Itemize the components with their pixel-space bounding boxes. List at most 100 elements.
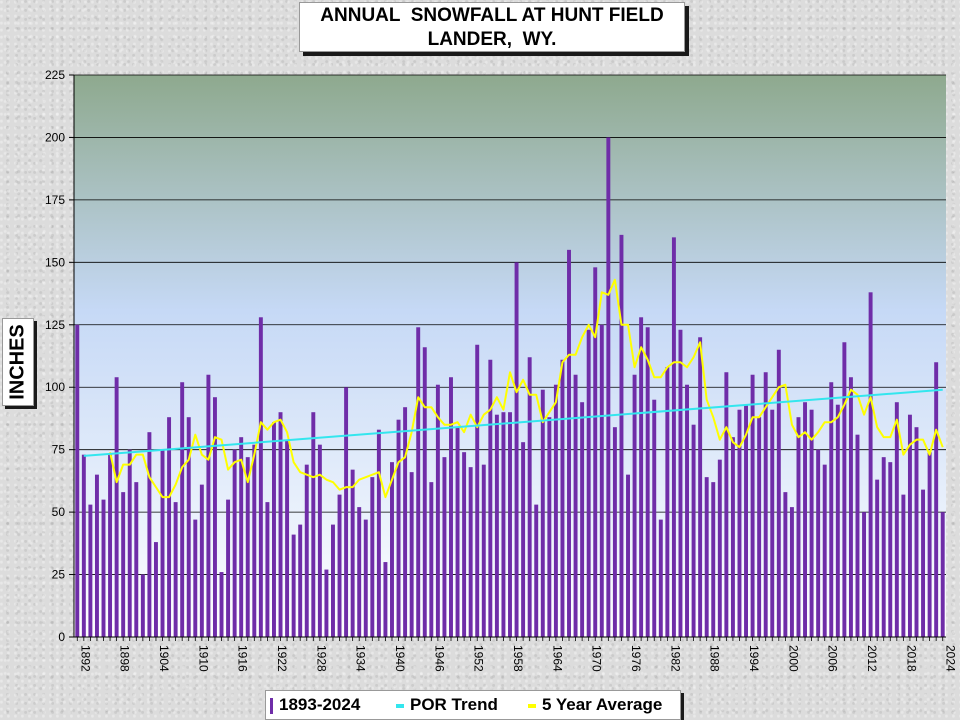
bar (862, 512, 867, 637)
bar (88, 504, 93, 637)
bar (796, 417, 801, 637)
legend-swatch-average (528, 703, 536, 708)
bar (744, 404, 748, 637)
x-tick-label: 1922 (275, 645, 289, 672)
bar (789, 507, 794, 637)
bar (337, 494, 342, 637)
bar (219, 572, 224, 637)
bar (396, 419, 401, 637)
y-axis-label-box: INCHES (2, 318, 34, 406)
bar (730, 437, 735, 637)
y-tick-label: 200 (45, 130, 65, 144)
legend-item-average: 5 Year Average (528, 695, 662, 715)
x-tick-label: 1892 (78, 645, 92, 672)
bar (868, 292, 873, 637)
bar (658, 519, 663, 637)
legend-item-trend: POR Trend (396, 695, 498, 715)
chart-title-box: ANNUAL SNOWFALL AT HUNT FIELD LANDER, WY… (299, 2, 685, 52)
legend-swatch-trend (396, 703, 404, 708)
bar (553, 384, 558, 637)
bar (468, 467, 473, 637)
bar (855, 434, 860, 637)
bar (783, 492, 788, 637)
chart-subtitle: LANDER, WY. (427, 29, 557, 50)
bar (927, 452, 932, 637)
bar (153, 542, 158, 637)
x-tick-labels: 1892 1898 1904 1910 1916 1922 1928 1934 1940 1946… (76, 637, 958, 672)
bar (809, 409, 814, 637)
bar (508, 412, 512, 637)
bar (180, 382, 185, 637)
bar (888, 462, 893, 637)
y-tick-label: 100 (45, 380, 65, 394)
x-tick-label: 1940 (393, 645, 407, 672)
bar (298, 524, 303, 637)
bar (704, 477, 709, 637)
bar (311, 412, 316, 637)
bar (429, 482, 434, 637)
bar (619, 234, 624, 637)
x-tick-label: 1910 (196, 645, 210, 672)
bar (685, 384, 689, 637)
bar (403, 407, 408, 637)
bar (272, 422, 276, 637)
snowfall-chart: 0 25 50 75 100 125 150 175 200 225 1892 1898 1904 19… (45, 68, 958, 672)
bar (606, 137, 611, 637)
x-tick-label: 2012 (865, 645, 879, 672)
bar (75, 324, 80, 637)
bar (258, 317, 263, 637)
y-tick-label: 125 (45, 318, 65, 332)
bar (409, 472, 414, 637)
bar (717, 459, 722, 637)
bar (232, 449, 237, 637)
bar (652, 399, 657, 637)
bar (573, 374, 578, 637)
x-tick-label: 1982 (668, 645, 682, 672)
bar (449, 377, 453, 637)
legend-swatch-bars (270, 697, 273, 714)
bar (475, 344, 480, 637)
bar (678, 329, 683, 637)
bar (81, 454, 86, 637)
bar (285, 439, 290, 637)
bar (848, 377, 853, 637)
bar (763, 372, 768, 637)
bar (265, 502, 270, 637)
bar (835, 404, 840, 637)
bar (612, 427, 617, 637)
bar (212, 397, 217, 637)
y-tick-label: 25 (52, 568, 66, 582)
bar (560, 359, 565, 637)
legend-label-trend: POR Trend (410, 695, 498, 714)
bar (626, 474, 630, 637)
bar (442, 457, 447, 637)
bar (803, 402, 808, 637)
bar (199, 484, 204, 637)
bar (770, 409, 775, 637)
bar (737, 409, 742, 637)
bar (94, 474, 99, 637)
bar (875, 479, 880, 637)
bar (586, 329, 591, 637)
bar (547, 417, 552, 637)
bar (206, 374, 211, 637)
bar (147, 432, 152, 637)
bar (383, 562, 388, 637)
x-tick-label: 1970 (590, 645, 604, 672)
bar (186, 417, 191, 637)
bar (501, 412, 506, 637)
bar (671, 237, 676, 637)
bar (226, 499, 231, 637)
bar (239, 437, 244, 637)
bar (167, 417, 172, 637)
bar (698, 337, 703, 637)
bar (488, 359, 493, 637)
bar (121, 492, 126, 637)
y-tick-label: 225 (45, 68, 65, 82)
y-tick-labels: 0 25 50 75 100 125 150 175 200 225 (45, 68, 74, 644)
bar (914, 427, 919, 637)
x-tick-label: 1964 (550, 645, 564, 672)
bar (435, 384, 440, 637)
bar (691, 424, 696, 637)
bar (816, 449, 821, 637)
